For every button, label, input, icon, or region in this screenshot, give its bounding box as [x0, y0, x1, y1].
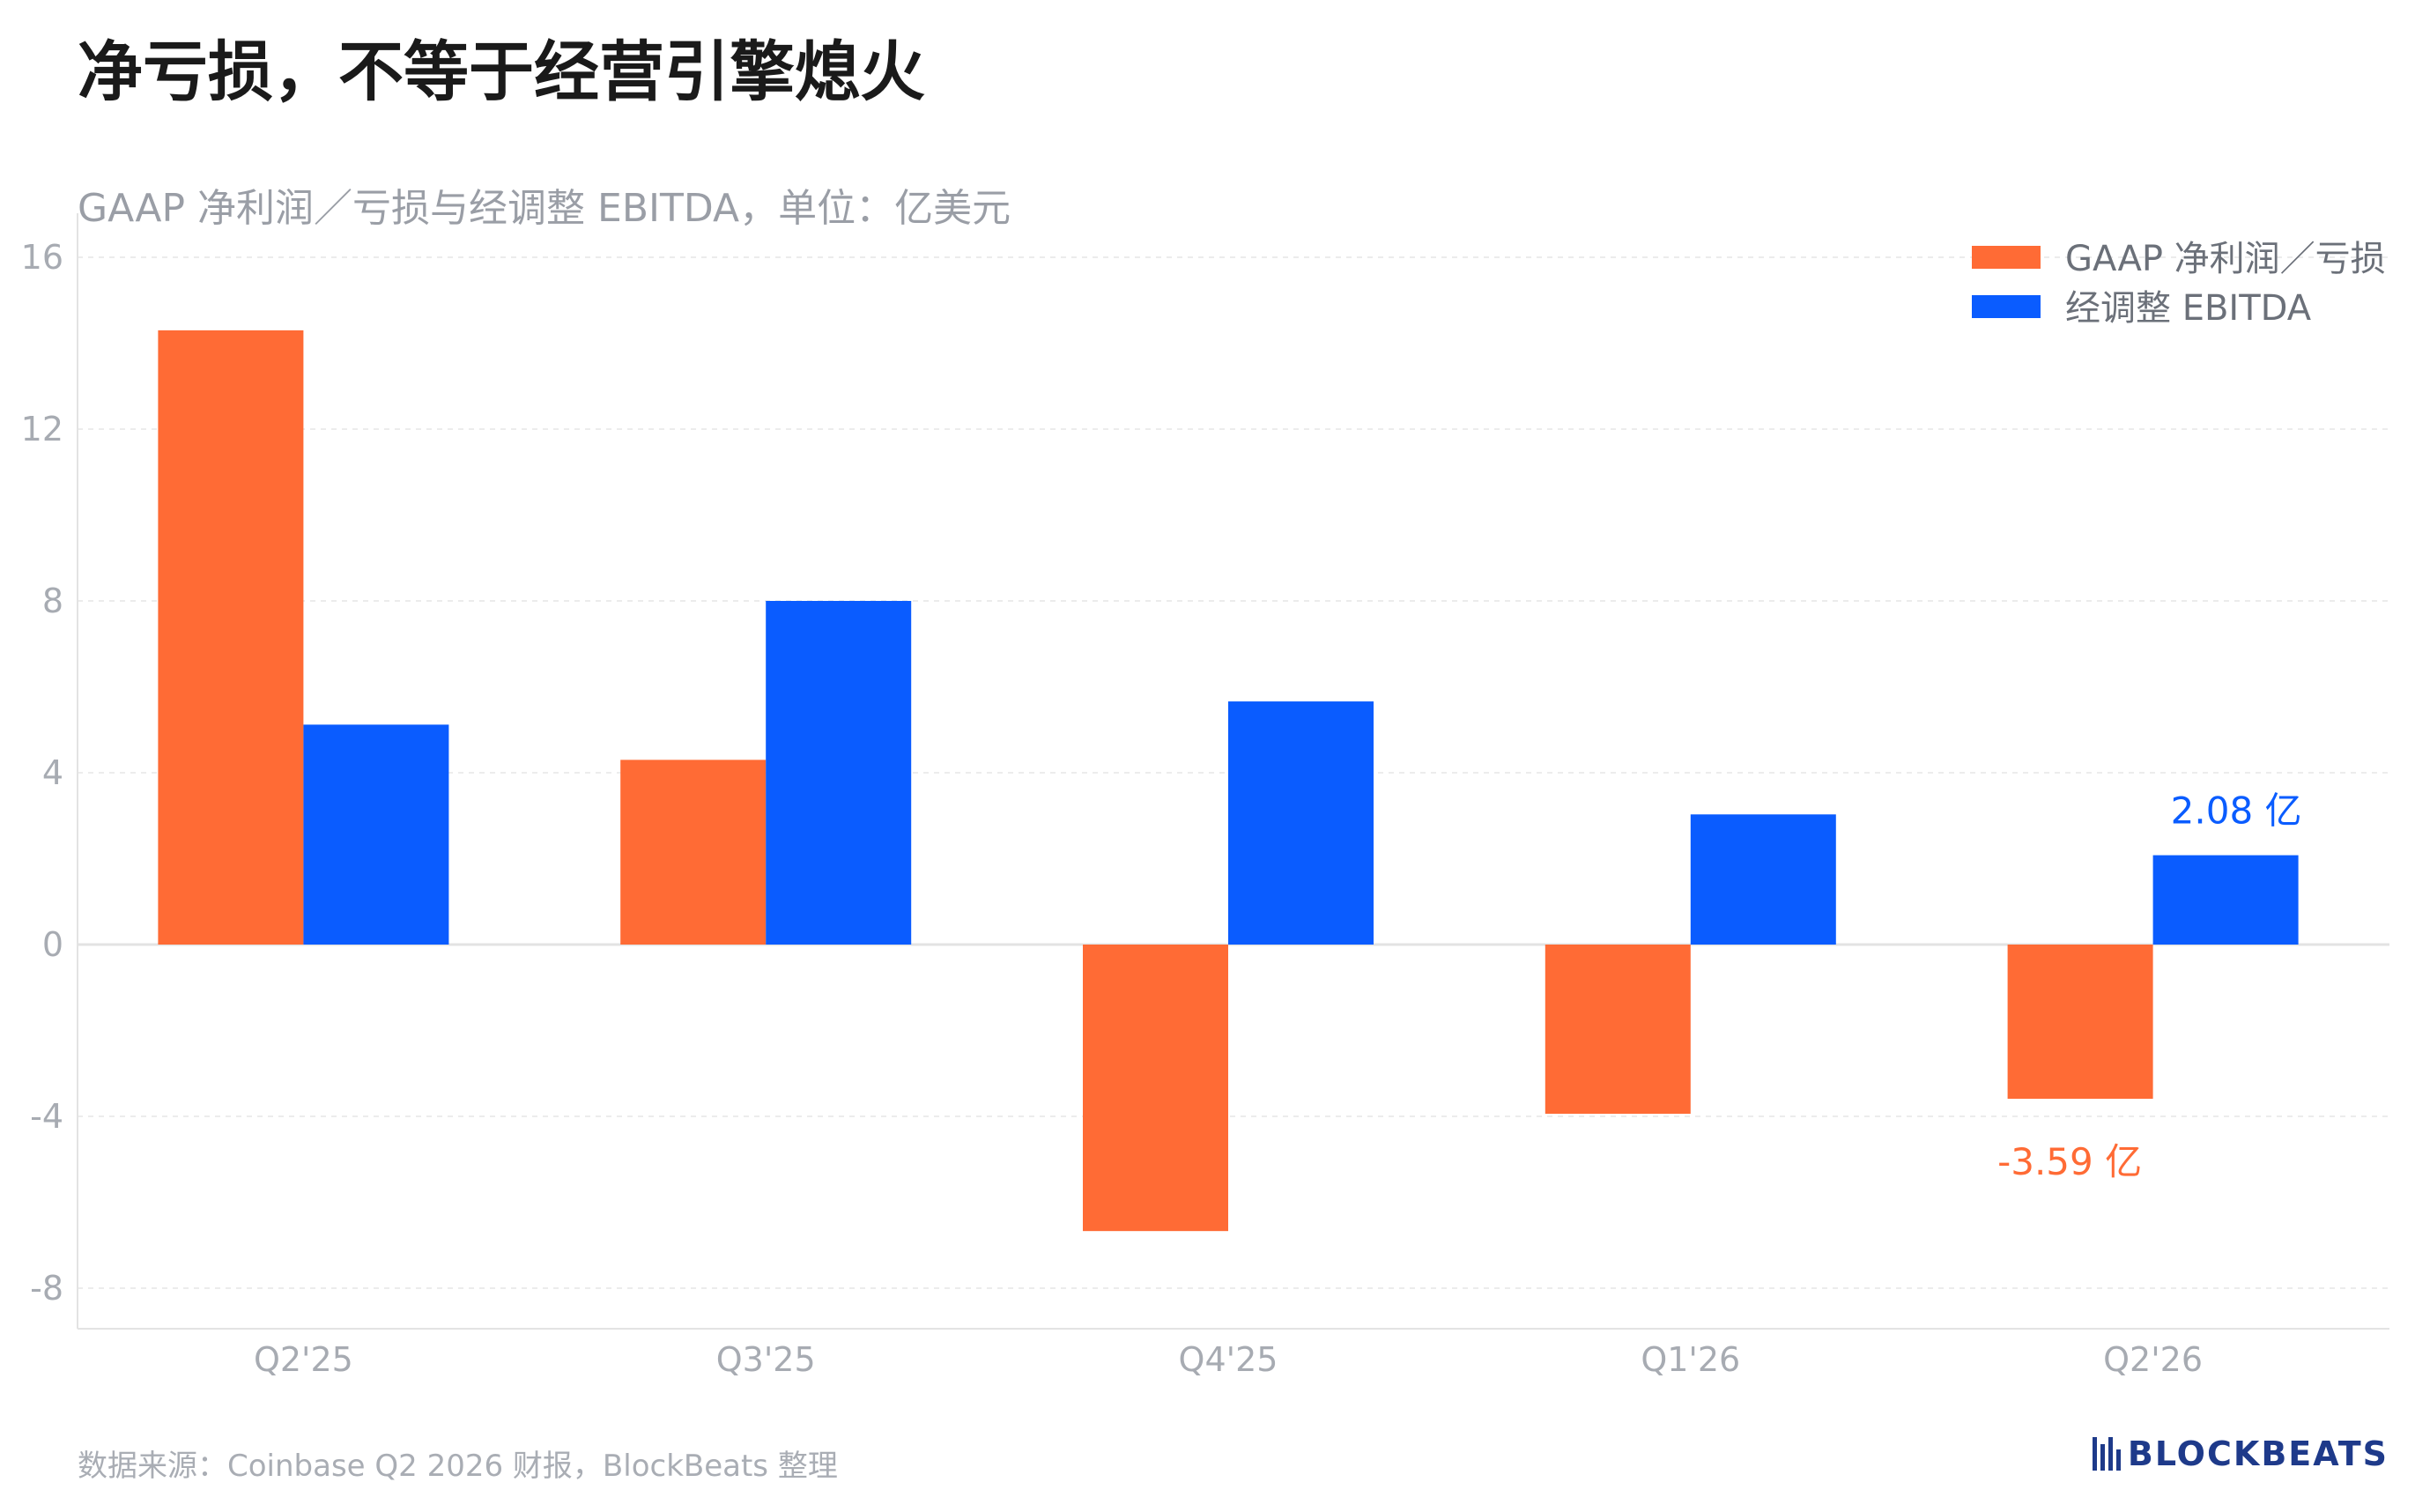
y-tick-label-2: 8 — [42, 582, 63, 620]
bar-gaap-2 — [1083, 945, 1228, 1232]
bar-ebitda-3 — [1690, 814, 1836, 945]
annotations: 2.08 亿 -3.59 亿 — [1997, 789, 2301, 1183]
y-tick-label-6: -8 — [30, 1269, 63, 1308]
y-tick-label-0: 16 — [21, 238, 63, 277]
grid-lines — [78, 256, 2389, 1289]
x-tick-label-3: Q1'26 — [1641, 1340, 1740, 1379]
bar-gaap-0 — [158, 330, 304, 945]
axes: 16 12 8 4 0 -4 -8 Q2'25 Q3'25 Q4'25 Q1'26 Q2'26 — [21, 213, 2389, 1379]
y-tick-label-5: -4 — [30, 1097, 63, 1136]
chart-subtitle: GAAP 净利润／亏损与经调整 EBITDA，单位：亿美元 — [78, 186, 1011, 231]
annotation-gaap: -3.59 亿 — [1997, 1140, 2142, 1183]
blockbeats-logo: BLOCKBEATS — [2092, 1434, 2389, 1473]
bar-gaap-3 — [1545, 945, 1691, 1115]
chart-title: 净亏损，不等于经营引擎熄火 — [78, 34, 925, 110]
bars — [158, 330, 2299, 1232]
bar-ebitda-4 — [2152, 855, 2299, 945]
y-tick-label-4: 0 — [42, 925, 63, 964]
bar-gaap-1 — [620, 760, 767, 945]
legend-label-0: GAAP 净利润／亏损 — [2065, 239, 2386, 279]
bar-ebitda-2 — [1228, 701, 1374, 945]
bar-gaap-4 — [2007, 945, 2153, 1100]
legend-swatch-1 — [1972, 295, 2041, 318]
bar-ebitda-0 — [303, 724, 449, 945]
logo-text: BLOCKBEATS — [2127, 1434, 2389, 1473]
legend-swatch-0 — [1972, 246, 2041, 269]
data-source-note: 数据来源：Coinbase Q2 2026 财报，BlockBeats 整理 — [78, 1449, 838, 1484]
y-tick-label-3: 4 — [42, 753, 63, 792]
annotation-ebitda: 2.08 亿 — [2171, 789, 2302, 833]
legend-label-1: 经调整 EBITDA — [2065, 288, 2312, 329]
x-tick-label-4: Q2'26 — [2103, 1340, 2203, 1379]
logo-bars-icon — [2092, 1437, 2121, 1471]
x-tick-label-2: Q4'25 — [1179, 1340, 1278, 1379]
bar-ebitda-1 — [766, 601, 912, 945]
y-tick-label-1: 12 — [21, 410, 63, 448]
x-tick-label-0: Q2'25 — [254, 1340, 353, 1379]
x-tick-label-1: Q3'25 — [716, 1340, 816, 1379]
